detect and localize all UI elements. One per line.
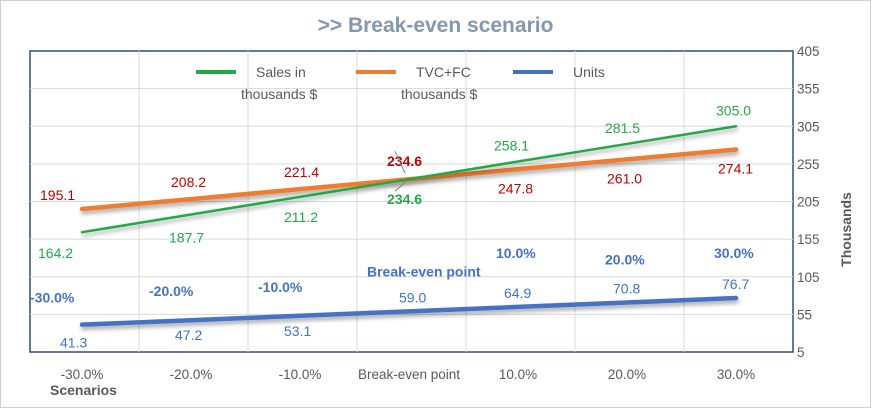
units-scenario-label: 30.0% [714, 245, 754, 261]
cost-data-label: 208.2 [171, 174, 206, 190]
sales-data-label: 258.1 [494, 138, 529, 154]
sales-data-label: 187.7 [169, 230, 204, 246]
units-data-label: 70.8 [613, 280, 640, 296]
sales-data-label: 281.5 [605, 120, 640, 136]
series-line-units [79, 295, 739, 327]
x-tick-label: -20.0% [170, 367, 213, 382]
cost-data-label: 195.1 [40, 187, 75, 203]
sales-data-label: 234.6 [387, 191, 422, 207]
y-tick-label: 155 [797, 232, 820, 247]
x-tick-label: 10.0% [499, 367, 537, 382]
y-tick-label: 355 [797, 82, 820, 97]
units-scenario-label: Break-even point [367, 263, 481, 279]
break-even-leader-line [394, 151, 406, 174]
x-axis-title: Scenarios [50, 382, 117, 398]
x-tick-label: 20.0% [608, 367, 646, 382]
cost-data-label: 221.4 [284, 164, 319, 180]
sales-data-label: 164.2 [38, 245, 73, 261]
sales-data-label: 305.0 [716, 102, 751, 118]
legend-label: thousands $ [241, 86, 317, 102]
cost-data-label: 247.8 [498, 180, 533, 196]
units-data-label: 64.9 [504, 285, 531, 301]
y-tick-label: 55 [797, 307, 812, 322]
units-scenario-label: 10.0% [496, 245, 536, 261]
chart-title: >> Break-even scenario [317, 14, 554, 37]
sales-data-label: 211.2 [284, 209, 318, 225]
y-tick-label: 105 [797, 270, 820, 285]
units-scenario-label: 20.0% [605, 251, 645, 267]
y-tick-label: 255 [797, 157, 820, 172]
y-tick-label: 205 [797, 195, 820, 210]
cost-data-label: 234.6 [387, 153, 422, 169]
x-tick-label: -10.0% [279, 367, 322, 382]
legend-label: Sales in [256, 64, 306, 80]
cost-data-label: 261.0 [607, 170, 642, 186]
units-data-label: 59.0 [399, 289, 426, 305]
units-data-label: 76.7 [722, 276, 749, 292]
x-tick-label: 30.0% [717, 367, 755, 382]
y-tick-label: 405 [797, 44, 820, 59]
legend-label: TVC+FC [416, 64, 471, 80]
y-axis-title: Thousands [838, 192, 854, 267]
legend-label: thousands $ [401, 86, 477, 102]
cost-data-label: 274.1 [718, 161, 753, 177]
units-data-label: 53.1 [284, 323, 311, 339]
x-tick-label: -30.0% [61, 367, 104, 382]
units-scenario-label: -10.0% [258, 279, 303, 295]
y-tick-label: 5 [797, 345, 805, 360]
units-data-label: 41.3 [60, 335, 87, 351]
units-scenario-label: -30.0% [30, 290, 75, 306]
series-line-sales [80, 125, 738, 234]
y-tick-label: 305 [797, 119, 820, 134]
legend-label: Units [573, 64, 605, 80]
x-tick-label: Break-even point [358, 367, 460, 382]
units-scenario-label: -20.0% [149, 283, 194, 299]
units-data-label: 47.2 [175, 327, 202, 343]
break-even-leader-line [394, 181, 406, 192]
